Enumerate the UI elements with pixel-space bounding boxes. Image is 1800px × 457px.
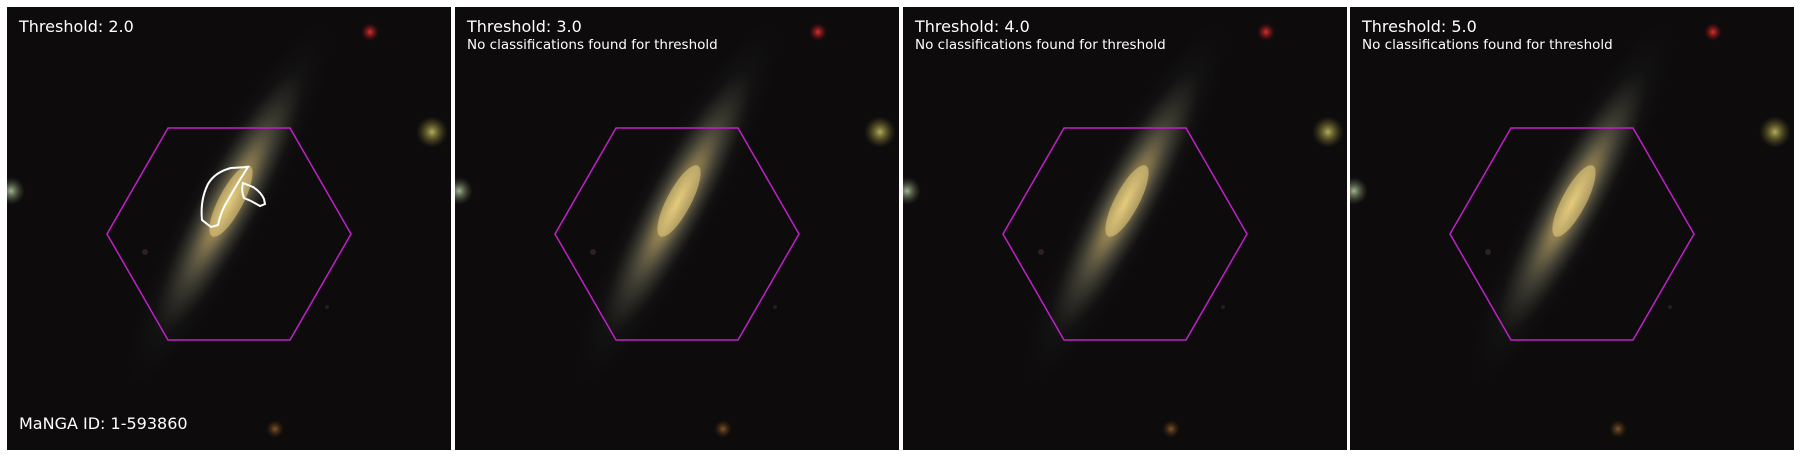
ifu-hexagon: [554, 127, 800, 341]
ifu-hexagon: [1449, 127, 1695, 341]
galaxy-image: [1350, 7, 1794, 450]
image-panel-threshold-3: Threshold: 3.0 No classifications found …: [455, 7, 899, 450]
galaxy-image: [7, 7, 451, 450]
threshold-title: Threshold: 3.0: [467, 17, 582, 36]
no-classifications-note: No classifications found for threshold: [1362, 37, 1613, 53]
classification-contour: [241, 181, 267, 208]
threshold-title: Threshold: 4.0: [915, 17, 1030, 36]
ifu-hexagon: [1002, 127, 1248, 341]
no-classifications-note: No classifications found for threshold: [467, 37, 718, 53]
image-panel-threshold-2: Threshold: 2.0 MaNGA ID: 1-593860: [7, 7, 451, 450]
threshold-title: Threshold: 2.0: [19, 17, 134, 36]
image-panel-threshold-5: Threshold: 5.0 No classifications found …: [1350, 7, 1794, 450]
threshold-title: Threshold: 5.0: [1362, 17, 1477, 36]
no-classifications-note: No classifications found for threshold: [915, 37, 1166, 53]
manga-id-label: MaNGA ID: 1-593860: [19, 414, 188, 433]
ifu-hexagon: [106, 127, 352, 341]
classification-contour: [200, 165, 250, 229]
galaxy-image: [903, 7, 1347, 450]
galaxy-image: [455, 7, 899, 450]
image-panel-threshold-4: Threshold: 4.0 No classifications found …: [903, 7, 1347, 450]
